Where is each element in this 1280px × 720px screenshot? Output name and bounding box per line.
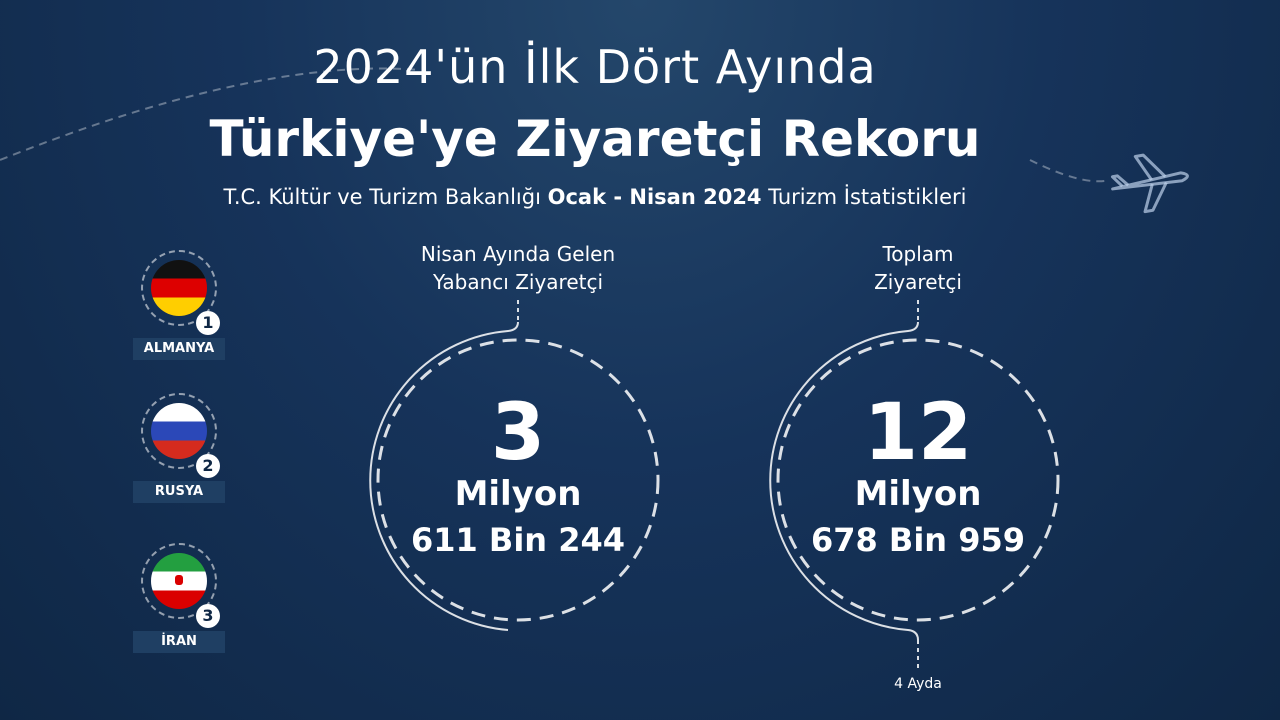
subtitle-bold: Ocak - Nisan 2024 [547,185,762,209]
title-line-2: Türkiye'ye Ziyaretçi Rekoru [209,110,981,168]
iran-flag-icon [151,553,207,609]
flag-ring [141,393,217,469]
stat-label-line-2: Yabancı Ziyaretçi [432,270,604,294]
stat-remainder: 678 Bin 959 [810,521,1025,559]
stat-label-line-2: Ziyaretçi [874,270,962,294]
country-name: RUSYA [133,481,225,503]
flag-ring [141,250,217,326]
stat-footnote: 4 Ayda [894,676,942,692]
stat-unit: Milyon [454,474,582,514]
stat-remainder: 611 Bin 244 [410,521,625,559]
stat-big-number: 12 [863,388,973,478]
subtitle-part-1: T.C. Kültür ve Turizm Bakanlığı [223,185,548,209]
rank-badge: 3 [196,604,220,628]
flag-ring [141,543,217,619]
stat-big-number: 3 [490,388,546,478]
title-line-1: 2024'ün İlk Dört Ayında [313,40,877,94]
country-name: ALMANYA [133,338,225,360]
stat-label: Toplam Ziyaretçi [768,240,1068,296]
stat-label: Nisan Ayında Gelen Yabancı Ziyaretçi [368,240,668,296]
stat-unit: Milyon [854,474,982,514]
germany-flag-icon [151,260,207,316]
russia-flag-icon [151,403,207,459]
airplane-icon [1110,153,1189,214]
stat-label-line-1: Nisan Ayında Gelen [420,242,616,266]
subtitle-part-2: Turizm İstatistikleri [761,185,967,209]
rank-badge: 1 [196,311,220,335]
stat-frame-1 [369,300,660,631]
rank-badge: 2 [196,454,220,478]
subtitle: T.C. Kültür ve Turizm Bakanlığı Ocak - N… [0,185,1190,209]
stat-frame-2 [769,300,1060,668]
country-name: İRAN [133,631,225,653]
stat-label-line-1: Toplam [882,242,954,266]
